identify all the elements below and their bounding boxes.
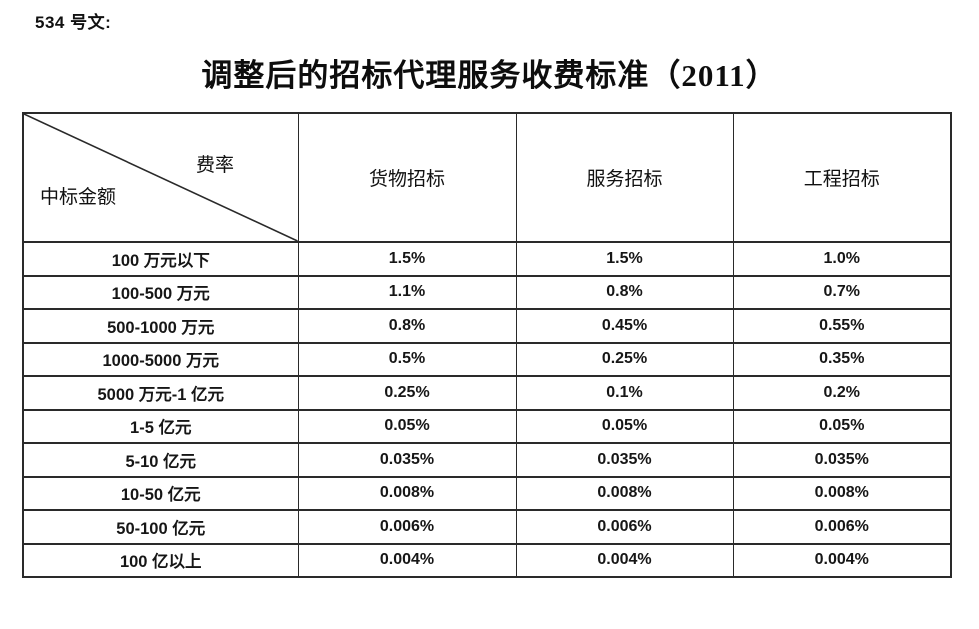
table-row: 1000-5000 万元 0.5% 0.25% 0.35% xyxy=(22,341,952,377)
table-row: 100-500 万元 1.1% 0.8% 0.7% xyxy=(22,274,952,310)
table-row: 100 万元以下 1.5% 1.5% 1.0% xyxy=(22,241,952,277)
corner-label-rate: 费率 xyxy=(196,155,235,176)
rate-value-cell: 0.008% xyxy=(515,475,734,511)
rate-value-cell: 0.7% xyxy=(732,274,952,310)
row-label-cell: 50-100 亿元 xyxy=(22,509,299,545)
column-header-goods-bidding: 货物招标 xyxy=(297,112,517,243)
fee-standard-table: 费率 中标金额 货物招标 服务招标 工程招标 100 万元以下 1.5% 1.5% 1… xyxy=(22,112,952,578)
row-label-cell: 500-1000 万元 xyxy=(22,308,299,344)
row-label-cell: 1-5 亿元 xyxy=(22,408,299,444)
rate-value-cell: 0.006% xyxy=(732,509,952,545)
rate-value-cell: 0.5% xyxy=(297,341,517,377)
rate-value-cell: 1.5% xyxy=(297,241,517,277)
rate-value-cell: 0.35% xyxy=(732,341,952,377)
table-corner-cell: 费率 中标金额 xyxy=(22,112,299,243)
rate-value-cell: 0.008% xyxy=(732,475,952,511)
page-title: 调整后的招标代理服务收费标准（2011） xyxy=(201,58,778,93)
row-label-cell: 5-10 亿元 xyxy=(22,442,299,478)
rate-value-cell: 0.1% xyxy=(515,375,734,411)
rate-value-cell: 0.25% xyxy=(297,375,517,411)
rate-value-cell: 1.1% xyxy=(297,274,517,310)
rate-value-cell: 0.2% xyxy=(732,375,952,411)
table-row: 5000 万元-1 亿元 0.25% 0.1% 0.2% xyxy=(22,375,952,411)
rate-value-cell: 0.008% xyxy=(297,475,517,511)
rate-value-cell: 0.004% xyxy=(515,542,734,578)
rate-value-cell: 0.05% xyxy=(515,408,734,444)
table-row: 5-10 亿元 0.035% 0.035% 0.035% xyxy=(22,442,952,478)
rate-value-cell: 0.55% xyxy=(732,308,952,344)
column-header-service-bidding: 服务招标 xyxy=(515,112,734,243)
doc-number-label: 534 号文: xyxy=(35,13,112,32)
row-label-cell: 100-500 万元 xyxy=(22,274,299,310)
table-row: 500-1000 万元 0.8% 0.45% 0.55% xyxy=(22,308,952,344)
rate-value-cell: 0.035% xyxy=(732,442,952,478)
column-header-engineering-bidding: 工程招标 xyxy=(732,112,952,243)
rate-value-cell: 0.006% xyxy=(515,509,734,545)
table-row: 10-50 亿元 0.008% 0.008% 0.008% xyxy=(22,475,952,511)
table-row: 50-100 亿元 0.006% 0.006% 0.006% xyxy=(22,509,952,545)
table-row: 1-5 亿元 0.05% 0.05% 0.05% xyxy=(22,408,952,444)
rate-value-cell: 0.8% xyxy=(515,274,734,310)
row-label-cell: 1000-5000 万元 xyxy=(22,341,299,377)
table-row: 100 亿以上 0.004% 0.004% 0.004% xyxy=(22,542,952,578)
rate-value-cell: 0.8% xyxy=(297,308,517,344)
rate-value-cell: 1.5% xyxy=(515,241,734,277)
row-label-cell: 10-50 亿元 xyxy=(22,475,299,511)
row-label-cell: 100 亿以上 xyxy=(22,542,299,578)
header-row: 费率 中标金额 货物招标 服务招标 工程招标 xyxy=(22,112,952,243)
rate-value-cell: 0.25% xyxy=(515,341,734,377)
rate-value-cell: 0.035% xyxy=(515,442,734,478)
fee-table-body: 100 万元以下 1.5% 1.5% 1.0% 100-500 万元 1.1% 0.8% 0.… xyxy=(22,241,952,578)
rate-value-cell: 1.0% xyxy=(732,241,952,277)
rate-value-cell: 0.004% xyxy=(732,542,952,578)
rate-value-cell: 0.45% xyxy=(515,308,734,344)
row-label-cell: 100 万元以下 xyxy=(22,241,299,277)
rate-value-cell: 0.006% xyxy=(297,509,517,545)
rate-value-cell: 0.05% xyxy=(297,408,517,444)
rate-value-cell: 0.035% xyxy=(297,442,517,478)
rate-value-cell: 0.05% xyxy=(732,408,952,444)
rate-value-cell: 0.004% xyxy=(297,542,517,578)
row-label-cell: 5000 万元-1 亿元 xyxy=(22,375,299,411)
diagonal-divider-line xyxy=(24,114,298,241)
corner-label-bid-amount: 中标金额 xyxy=(40,187,117,208)
